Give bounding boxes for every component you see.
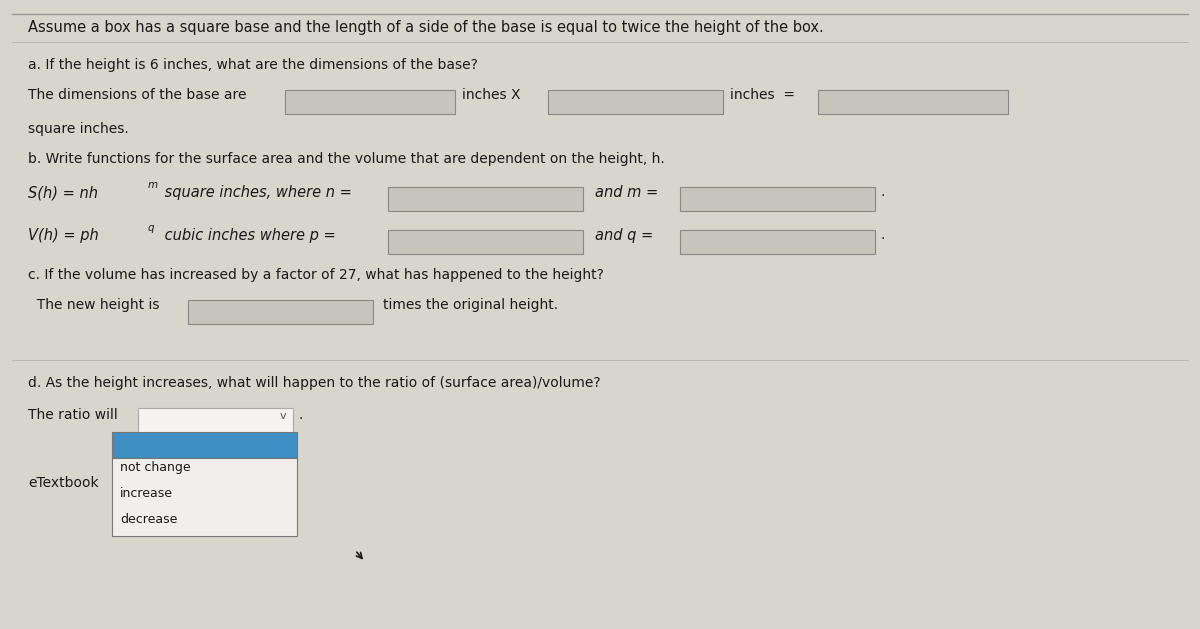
Text: Assume a box has a square base and the length of a side of the base is equal to : Assume a box has a square base and the l… xyxy=(28,20,823,35)
Text: q: q xyxy=(148,223,155,233)
Text: v: v xyxy=(280,411,287,421)
Text: and q =: and q = xyxy=(595,228,653,243)
Text: c. If the volume has increased by a factor of 27, what has happened to the heigh: c. If the volume has increased by a fact… xyxy=(28,268,604,282)
FancyBboxPatch shape xyxy=(680,230,875,254)
Text: a. If the height is 6 inches, what are the dimensions of the base?: a. If the height is 6 inches, what are t… xyxy=(28,58,478,72)
Text: increase: increase xyxy=(120,487,173,500)
FancyBboxPatch shape xyxy=(138,408,293,433)
Text: not change: not change xyxy=(120,461,191,474)
Text: .: . xyxy=(880,228,884,242)
FancyBboxPatch shape xyxy=(112,432,298,458)
Text: square inches, where n =: square inches, where n = xyxy=(160,185,352,200)
Text: cubic inches where p =: cubic inches where p = xyxy=(160,228,336,243)
Text: b. Write functions for the surface area and the volume that are dependent on the: b. Write functions for the surface area … xyxy=(28,152,665,166)
FancyBboxPatch shape xyxy=(818,90,1008,114)
FancyBboxPatch shape xyxy=(388,187,583,211)
Text: The dimensions of the base are: The dimensions of the base are xyxy=(28,88,246,102)
FancyBboxPatch shape xyxy=(188,300,373,324)
Text: d. As the height increases, what will happen to the ratio of (surface area)/volu: d. As the height increases, what will ha… xyxy=(28,376,601,390)
Text: inches X: inches X xyxy=(462,88,521,102)
Text: eTextbook: eTextbook xyxy=(28,476,98,490)
FancyBboxPatch shape xyxy=(548,90,722,114)
Text: .: . xyxy=(880,185,884,199)
Text: times the original height.: times the original height. xyxy=(383,298,558,312)
Text: decrease: decrease xyxy=(120,513,178,526)
Text: The ratio will: The ratio will xyxy=(28,408,118,422)
Text: inches  =: inches = xyxy=(730,88,796,102)
FancyBboxPatch shape xyxy=(388,230,583,254)
Text: V(h) = ph: V(h) = ph xyxy=(28,228,98,243)
Text: and m =: and m = xyxy=(595,185,659,200)
Text: The new height is: The new height is xyxy=(28,298,160,312)
Text: .: . xyxy=(298,408,302,422)
FancyBboxPatch shape xyxy=(680,187,875,211)
Text: S(h) = nh: S(h) = nh xyxy=(28,185,98,200)
FancyBboxPatch shape xyxy=(112,458,298,536)
Text: square inches.: square inches. xyxy=(28,122,128,136)
Text: m: m xyxy=(148,180,158,190)
FancyBboxPatch shape xyxy=(286,90,455,114)
